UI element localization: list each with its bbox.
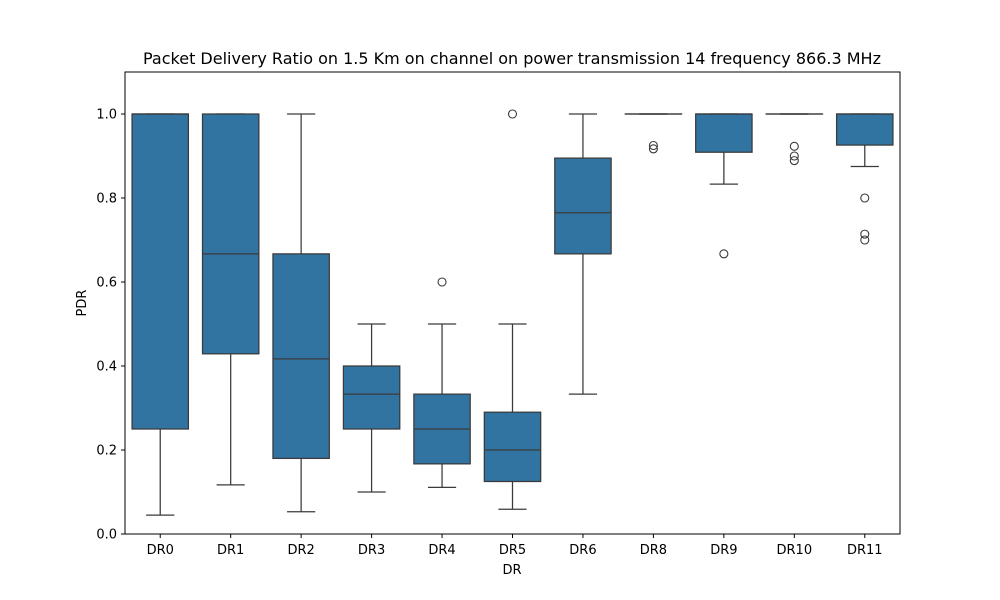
- y-axis-label: PDR: [75, 290, 90, 317]
- x-tick-label: DR2: [287, 543, 314, 558]
- y-tick-label: 1.0: [96, 108, 117, 123]
- iqr-box: [342, 365, 401, 430]
- x-tick-label: DR4: [428, 543, 455, 558]
- x-tick-label: DR10: [777, 543, 813, 558]
- box-dr10: [765, 113, 824, 166]
- box-dr8: [624, 113, 683, 154]
- outlier-point: [860, 193, 870, 203]
- y-tick-label: 0.0: [96, 528, 117, 543]
- x-axis-label: DR: [502, 563, 521, 578]
- x-axis: DR0 DR1 DR2 DR3 DR4 DR5 DR6 DR8 DR9 DR10 DR11: [147, 534, 883, 558]
- outlier-point: [507, 109, 518, 119]
- outlier-point: [789, 156, 799, 166]
- iqr-box: [835, 113, 894, 146]
- box-dr5: [483, 109, 542, 510]
- box-dr3: [342, 323, 401, 493]
- iqr-box: [554, 157, 612, 255]
- boxes-layer: [131, 109, 894, 516]
- outlier-point: [437, 277, 447, 287]
- box-dr1: [201, 113, 260, 486]
- outlier-point: [648, 144, 658, 154]
- iqr-box: [131, 113, 190, 430]
- chart-title: Packet Delivery Ratio on 1.5 Km on chann…: [143, 49, 881, 68]
- y-tick-label: 0.2: [96, 444, 117, 459]
- iqr-box: [201, 113, 260, 355]
- outlier-point: [860, 229, 870, 239]
- box-dr6: [554, 113, 612, 395]
- x-tick-label: DR6: [569, 543, 596, 558]
- outlier-point: [719, 249, 729, 259]
- box-dr11: [835, 113, 894, 245]
- x-tick-label: DR11: [847, 543, 883, 558]
- box-dr2: [272, 113, 330, 513]
- outlier-point: [860, 235, 870, 245]
- x-tick-label: DR9: [710, 543, 737, 558]
- outlier-point: [648, 140, 658, 151]
- iqr-box: [483, 411, 542, 483]
- x-tick-label: DR1: [217, 543, 244, 558]
- outlier-point: [789, 151, 799, 161]
- y-tick-label: 0.4: [96, 360, 117, 375]
- box-dr9: [695, 113, 753, 259]
- x-tick-label: DR5: [499, 543, 526, 558]
- plot-area: [124, 71, 901, 535]
- x-tick-label: DR8: [640, 543, 667, 558]
- box-dr0: [131, 113, 190, 516]
- box-dr4: [413, 277, 471, 489]
- x-tick-label: DR0: [147, 543, 174, 558]
- y-tick-label: 0.8: [96, 192, 117, 207]
- iqr-box: [272, 253, 330, 460]
- y-tick-label: 0.6: [96, 276, 117, 291]
- iqr-box: [695, 113, 753, 153]
- y-axis: 0.0 0.2 0.4 0.6 0.8 1.0: [96, 108, 125, 543]
- outlier-point: [789, 141, 799, 151]
- x-tick-label: DR3: [358, 543, 385, 558]
